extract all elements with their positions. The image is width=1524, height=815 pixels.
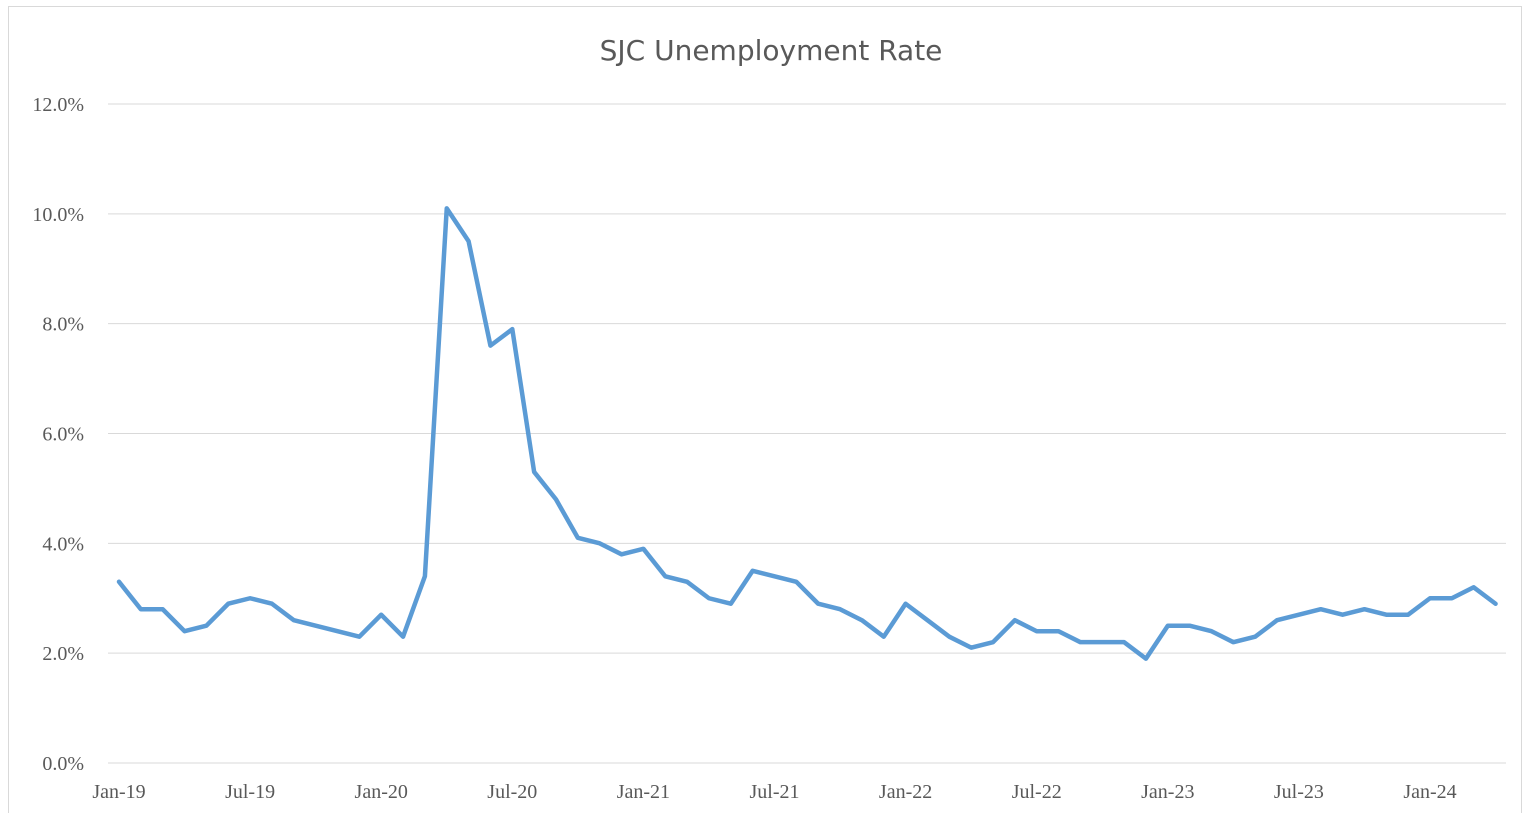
y-tick-label: 2.0% bbox=[42, 643, 84, 665]
y-tick-label: 6.0% bbox=[42, 424, 84, 446]
y-axis-tick-labels: 0.0% 2.0% 4.0% 6.0% 8.0% 10.0% 12.0% bbox=[32, 94, 84, 775]
chart-title: SJC Unemployment Rate bbox=[600, 34, 943, 67]
x-tick-label: Jan-21 bbox=[617, 781, 670, 803]
x-tick-label: Jan-19 bbox=[92, 781, 145, 803]
y-tick-label: 0.0% bbox=[42, 753, 84, 775]
y-tick-label: 4.0% bbox=[42, 533, 84, 555]
x-tick-label: Jul-22 bbox=[1012, 781, 1062, 803]
x-axis-tick-labels: Jan-19 Jul-19 Jan-20 Jul-20 Jan-21 Jul-21 Jan-… bbox=[92, 781, 1456, 803]
x-tick-label: Jul-19 bbox=[225, 781, 275, 803]
x-tick-label: Jan-22 bbox=[879, 781, 932, 803]
x-tick-label: Jan-23 bbox=[1141, 781, 1194, 803]
x-tick-label: Jul-20 bbox=[487, 781, 537, 803]
y-tick-label: 8.0% bbox=[42, 314, 84, 336]
x-tick-label: Jul-23 bbox=[1274, 781, 1324, 803]
x-tick-label: Jan-24 bbox=[1403, 781, 1456, 803]
x-tick-label: Jan-20 bbox=[355, 781, 408, 803]
y-tick-label: 12.0% bbox=[32, 94, 84, 116]
y-tick-label: 10.0% bbox=[32, 204, 84, 226]
gridlines bbox=[108, 104, 1506, 763]
x-tick-label: Jul-21 bbox=[750, 781, 800, 803]
